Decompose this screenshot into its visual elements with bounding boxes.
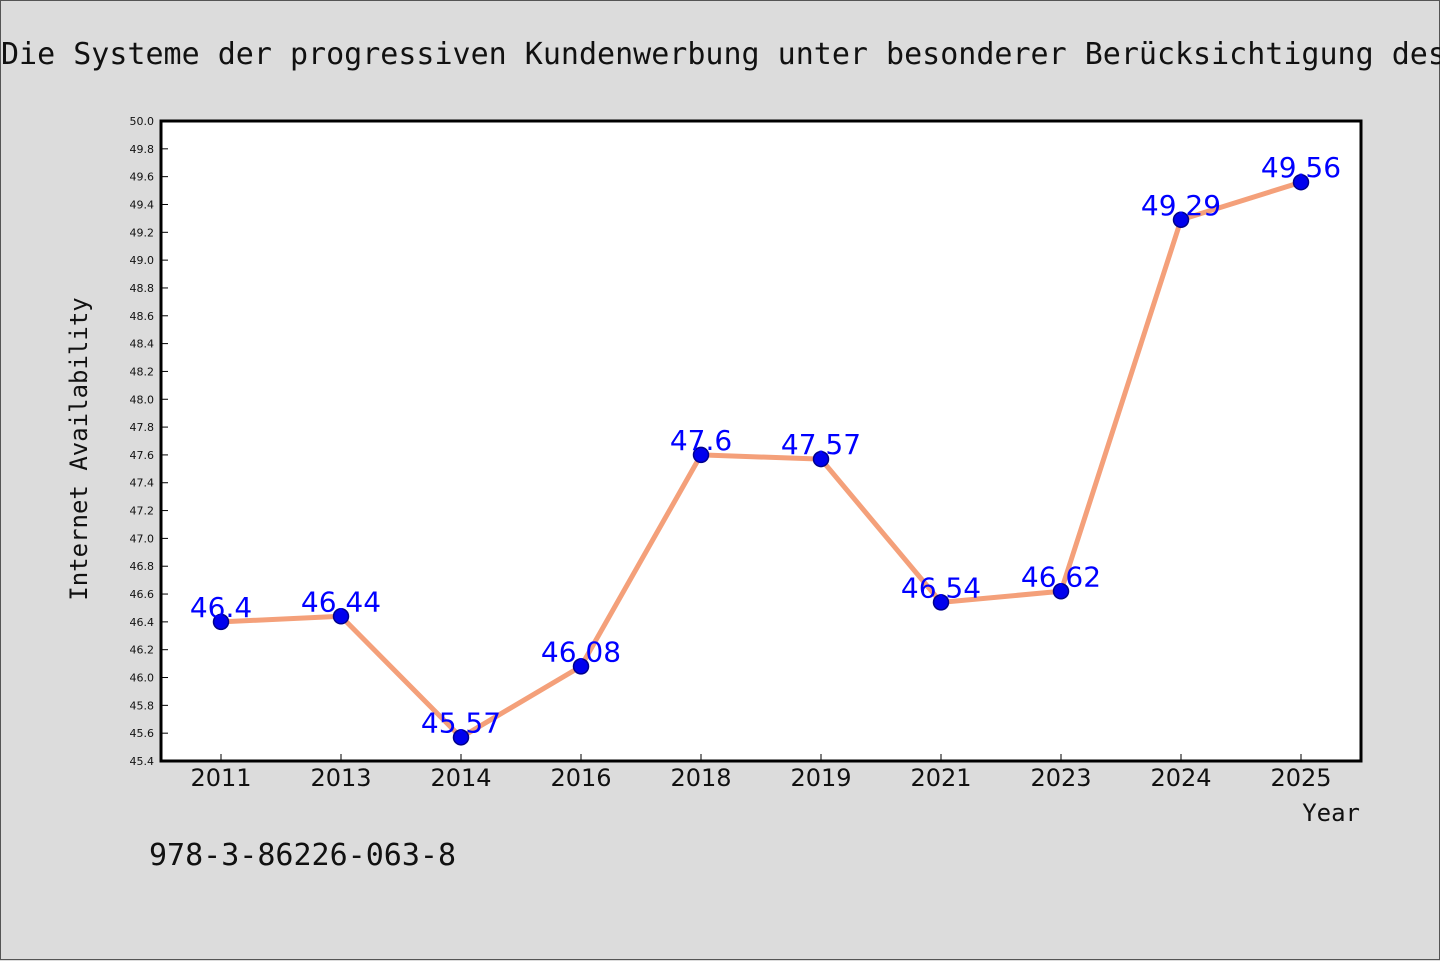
y-tick-label: 46.0 [130, 672, 155, 685]
data-label: 46.44 [301, 585, 381, 618]
data-point [692, 446, 710, 464]
y-axis: 45.4 45.6 45.8 46.0 46.2 46.4 46.6 46.8 47.0 47.2… [130, 115, 168, 768]
y-tick-label: 49.2 [130, 226, 155, 239]
series-internet-availability [212, 173, 1310, 746]
data-point [332, 608, 350, 625]
data-label: 46.4 [190, 591, 252, 624]
data-label: 47.6 [670, 424, 732, 457]
y-tick-label: 48.2 [130, 365, 155, 378]
data-point [1292, 173, 1310, 191]
data-label: 46.08 [541, 635, 621, 668]
y-tick-label: 47.0 [130, 532, 155, 545]
x-tick-label: 2013 [310, 764, 371, 792]
footer-isbn: 978-3-86226-063-8 [149, 838, 456, 873]
x-tick-label: 2018 [670, 764, 731, 792]
y-tick-label: 49.6 [130, 171, 155, 184]
y-tick-label: 47.4 [130, 477, 155, 490]
data-point [212, 613, 230, 631]
x-tick-label: 2025 [1270, 764, 1331, 792]
y-tick-label: 48.8 [130, 282, 155, 295]
y-tick-label: 46.4 [130, 616, 155, 629]
data-point [812, 450, 830, 468]
y-tick-label: 50.0 [130, 115, 155, 128]
y-tick-label: 49.8 [130, 143, 155, 156]
y-tick-label: 48.0 [130, 393, 155, 406]
y-tick-label: 48.6 [130, 310, 155, 323]
y-tick-label: 46.2 [130, 644, 155, 657]
x-tick-label: 2014 [430, 764, 491, 792]
data-point [572, 658, 590, 675]
data-label: 46.62 [1021, 560, 1101, 593]
x-axis: 2011 2013 2014 2016 2018 2019 2021 2023 2024 2025 [190, 754, 1332, 792]
x-tick-label: 2024 [1150, 764, 1211, 792]
y-tick-label: 47.2 [130, 505, 155, 518]
y-tick-label: 45.4 [130, 755, 155, 768]
y-tick-label: 48.4 [130, 338, 155, 351]
y-tick-label: 46.6 [130, 588, 155, 601]
data-labels: 46.4 46.44 45.57 46.08 47.6 47.57 46.54 46.62 49… [190, 151, 1341, 739]
x-tick-label: 2016 [550, 764, 611, 792]
x-axis-label: Year [1302, 799, 1360, 827]
y-tick-label: 49.4 [130, 198, 155, 211]
y-tick-label: 46.8 [130, 560, 155, 573]
data-point [932, 594, 950, 611]
x-tick-label: 2011 [190, 764, 251, 792]
x-tick-label: 2021 [910, 764, 971, 792]
y-tick-label: 45.8 [130, 699, 155, 712]
data-label: 45.57 [421, 706, 501, 739]
data-label: 46.54 [901, 571, 981, 604]
y-tick-label: 49.0 [130, 254, 155, 267]
y-axis-label: Internet Availability [65, 297, 93, 600]
series-line [218, 179, 1304, 740]
y-tick-label: 47.6 [130, 449, 155, 462]
data-label: 49.29 [1141, 189, 1221, 222]
data-label: 47.57 [781, 428, 861, 461]
data-label: 49.56 [1261, 151, 1341, 184]
x-tick-label: 2023 [1030, 764, 1091, 792]
chart-title: Die Systeme der progressiven Kundenwerbu… [1, 37, 1440, 72]
x-tick-label: 2019 [790, 764, 851, 792]
data-point [1052, 583, 1070, 600]
data-point [1172, 211, 1190, 229]
y-tick-label: 45.6 [130, 727, 155, 740]
y-tick-label: 47.8 [130, 421, 155, 434]
data-point [452, 729, 470, 746]
plot-area [159, 119, 1363, 763]
